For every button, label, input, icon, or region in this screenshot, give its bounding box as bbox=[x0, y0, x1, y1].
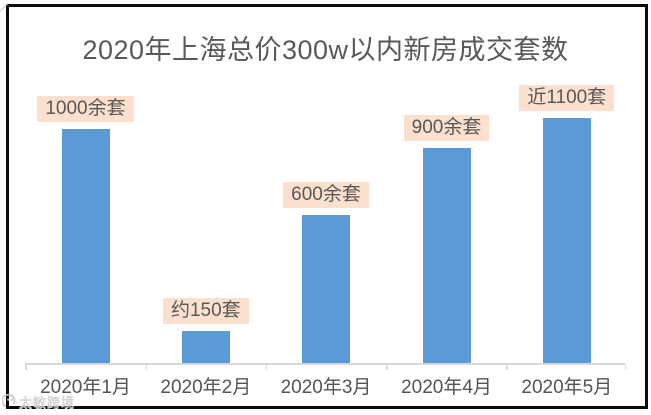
value-label: 600余套 bbox=[283, 182, 369, 209]
bar bbox=[181, 331, 230, 364]
watermark: 太敏跨境 bbox=[2, 392, 75, 411]
bar-column: 600余套 bbox=[266, 0, 386, 364]
bar bbox=[422, 147, 471, 364]
axis-tick bbox=[265, 364, 268, 370]
axis-tick bbox=[145, 364, 147, 370]
axis-tick bbox=[506, 364, 508, 370]
watermark-text: 太敏跨境 bbox=[19, 395, 76, 410]
x-axis-label: 2020年4月 bbox=[401, 377, 492, 398]
chart-title: 2020年上海总价300w以内新房成交套数 bbox=[82, 35, 569, 65]
x-axis-label: 2020年2月 bbox=[160, 377, 252, 398]
value-label: 约150套 bbox=[162, 298, 249, 325]
value-label: 近1100套 bbox=[519, 85, 615, 111]
x-axis-label: 2020年1月 bbox=[40, 377, 131, 398]
bar bbox=[61, 128, 110, 364]
axis-tick bbox=[386, 364, 388, 370]
x-axis-line bbox=[25, 363, 625, 365]
value-label: 1000余套 bbox=[37, 95, 134, 122]
bar-column: 900余套 bbox=[387, 0, 507, 364]
watermark-logo-icon bbox=[2, 394, 16, 408]
value-label: 900余套 bbox=[403, 114, 490, 141]
axis-tick bbox=[624, 364, 626, 370]
bar bbox=[302, 215, 350, 364]
bar-column: 1000余套 bbox=[26, 0, 146, 364]
bar-column: 近1100套 bbox=[507, 0, 627, 364]
corner-watermark-mark bbox=[0, 2, 9, 12]
bar-column: 约150套 bbox=[146, 0, 266, 364]
x-axis-label: 2020年5月 bbox=[521, 377, 613, 398]
axis-tick bbox=[25, 364, 27, 370]
bar bbox=[542, 118, 591, 364]
x-axis-label: 2020年3月 bbox=[280, 377, 372, 398]
